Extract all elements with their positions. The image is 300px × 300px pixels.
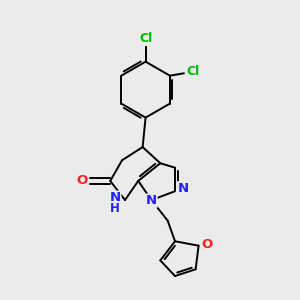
- Text: H: H: [110, 202, 120, 215]
- Text: O: O: [77, 174, 88, 188]
- Text: Cl: Cl: [139, 32, 152, 46]
- Text: N: N: [146, 194, 157, 207]
- Text: N: N: [110, 191, 121, 204]
- Text: Cl: Cl: [186, 65, 200, 78]
- Text: N: N: [178, 182, 189, 195]
- Text: O: O: [201, 238, 212, 251]
